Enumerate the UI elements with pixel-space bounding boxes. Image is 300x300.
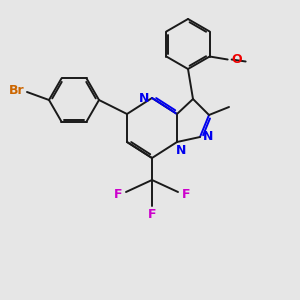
Text: N: N <box>139 92 149 104</box>
Text: F: F <box>182 188 190 200</box>
Text: N: N <box>176 143 186 157</box>
Text: Br: Br <box>9 83 25 97</box>
Text: F: F <box>114 188 122 200</box>
Text: O: O <box>231 53 242 66</box>
Text: F: F <box>148 208 156 221</box>
Text: N: N <box>203 130 213 142</box>
